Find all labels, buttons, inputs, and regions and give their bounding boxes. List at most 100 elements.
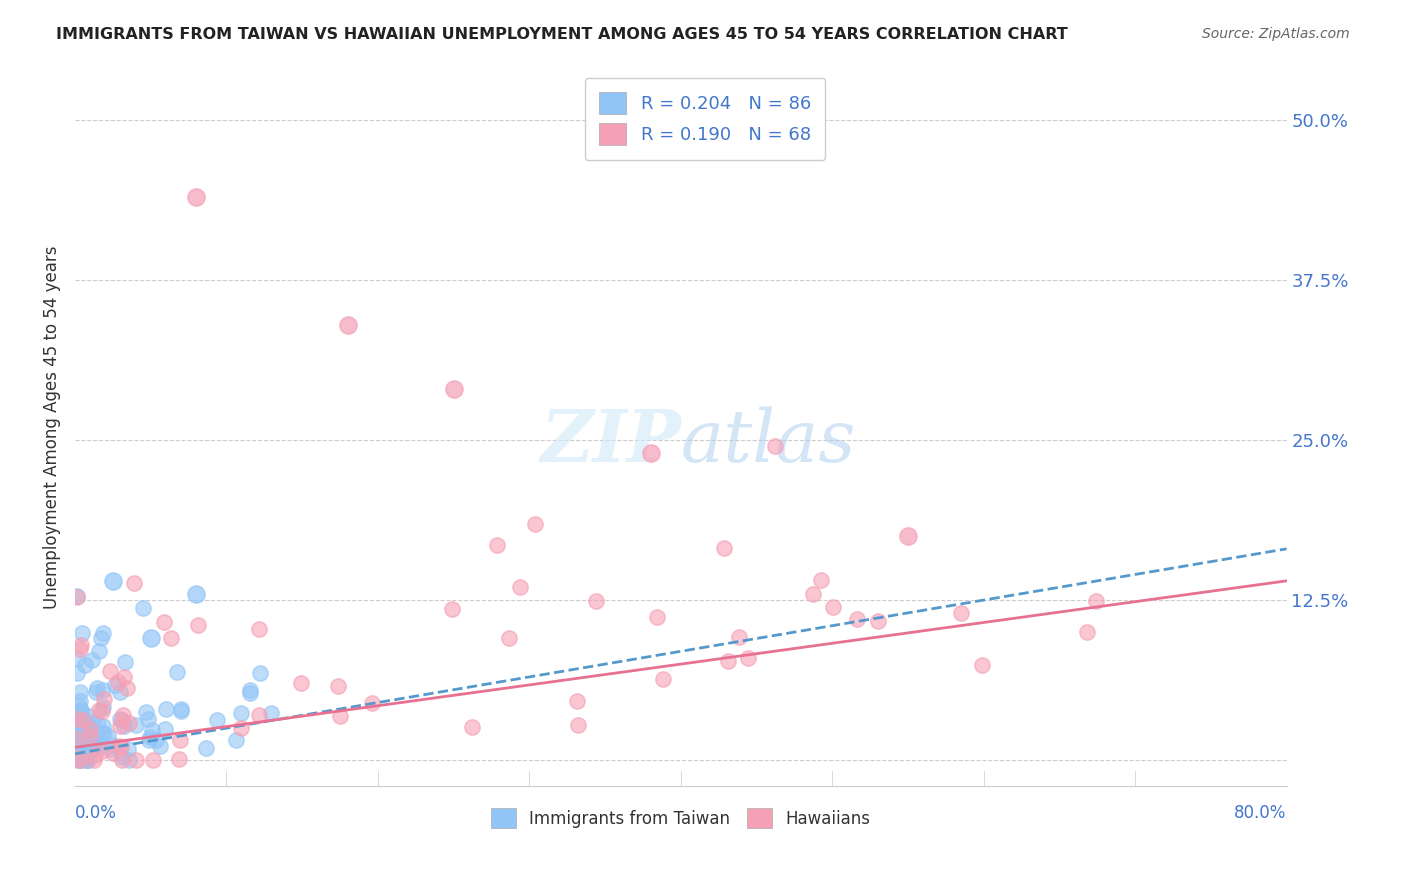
Point (91, 726, 114, 740)
Point (65, 753, 87, 767)
Point (77, 745, 100, 759)
Point (91, 704, 114, 718)
Point (1076, 624, 1098, 639)
Point (82, 739, 104, 754)
Point (247, 708, 270, 723)
Point (443, 382, 465, 396)
Point (122, 576, 145, 591)
Point (950, 606, 973, 620)
Point (486, 538, 509, 552)
Point (249, 666, 271, 681)
Text: 80.0%: 80.0% (1234, 804, 1286, 822)
Point (84, 748, 107, 763)
Point (108, 719, 131, 733)
Point (846, 612, 869, 626)
Point (66, 708, 89, 723)
Point (139, 730, 162, 744)
Point (229, 722, 252, 736)
Point (66, 652, 89, 666)
Point (509, 580, 531, 594)
Point (897, 529, 920, 543)
Point (79, 708, 101, 723)
Point (229, 706, 252, 720)
Point (87, 735, 110, 749)
Point (83, 753, 105, 767)
Point (82, 653, 104, 667)
Legend: Immigrants from Taiwan, Hawaiians: Immigrants from Taiwan, Hawaiians (485, 801, 877, 835)
Point (112, 719, 135, 733)
Point (77, 753, 100, 767)
Point (70, 747, 93, 762)
Point (75, 726, 97, 740)
Point (67, 750, 90, 764)
Point (66, 720, 89, 734)
Point (195, 740, 218, 755)
Point (70, 739, 93, 754)
Point (75, 737, 97, 751)
Point (82, 734, 104, 748)
Point (69, 753, 91, 767)
Point (117, 681, 139, 695)
Point (69, 734, 91, 748)
Point (567, 717, 589, 731)
Point (112, 670, 135, 684)
Point (79, 722, 101, 736)
Point (75, 750, 97, 764)
Point (108, 712, 131, 726)
Point (98, 664, 121, 678)
Point (645, 609, 668, 624)
Point (970, 657, 993, 672)
Point (66, 731, 89, 746)
Point (498, 631, 520, 645)
Point (70, 746, 93, 760)
Point (186, 587, 208, 601)
Point (77, 721, 100, 735)
Point (727, 630, 749, 644)
Point (651, 672, 673, 686)
Point (139, 632, 162, 646)
Point (149, 739, 172, 753)
Point (70, 704, 93, 718)
Point (86, 739, 108, 754)
Point (523, 516, 546, 531)
Point (108, 685, 131, 699)
Point (90, 631, 112, 645)
Point (153, 615, 176, 629)
Point (70, 626, 93, 640)
Point (170, 701, 193, 715)
Text: Source: ZipAtlas.com: Source: ZipAtlas.com (1202, 27, 1350, 41)
Point (239, 686, 262, 700)
Point (441, 602, 464, 616)
Point (110, 740, 132, 755)
Point (66, 712, 89, 726)
Point (117, 741, 139, 756)
Point (336, 318, 359, 332)
Point (75, 747, 97, 761)
Point (713, 541, 735, 555)
Point (80, 714, 103, 729)
Point (79, 721, 101, 735)
Point (169, 733, 191, 747)
Point (65, 665, 87, 680)
Point (135, 705, 157, 719)
Point (329, 708, 352, 723)
Point (69, 753, 91, 767)
Point (239, 683, 262, 698)
Text: IMMIGRANTS FROM TAIWAN VS HAWAIIAN UNEMPLOYMENT AMONG AGES 45 TO 54 YEARS CORREL: IMMIGRANTS FROM TAIWAN VS HAWAIIAN UNEMP… (56, 27, 1069, 42)
Point (717, 654, 740, 668)
Point (118, 753, 141, 767)
Point (91, 626, 114, 640)
Point (186, 189, 208, 203)
Point (101, 738, 124, 752)
Text: atlas: atlas (681, 406, 856, 476)
Point (107, 674, 129, 689)
Point (141, 723, 163, 737)
Text: ZIP: ZIP (540, 406, 681, 477)
Point (326, 679, 349, 693)
Point (91, 719, 114, 733)
Point (461, 721, 484, 735)
Point (90, 744, 112, 758)
Point (87, 703, 110, 717)
Point (801, 586, 824, 600)
Point (67, 698, 90, 713)
